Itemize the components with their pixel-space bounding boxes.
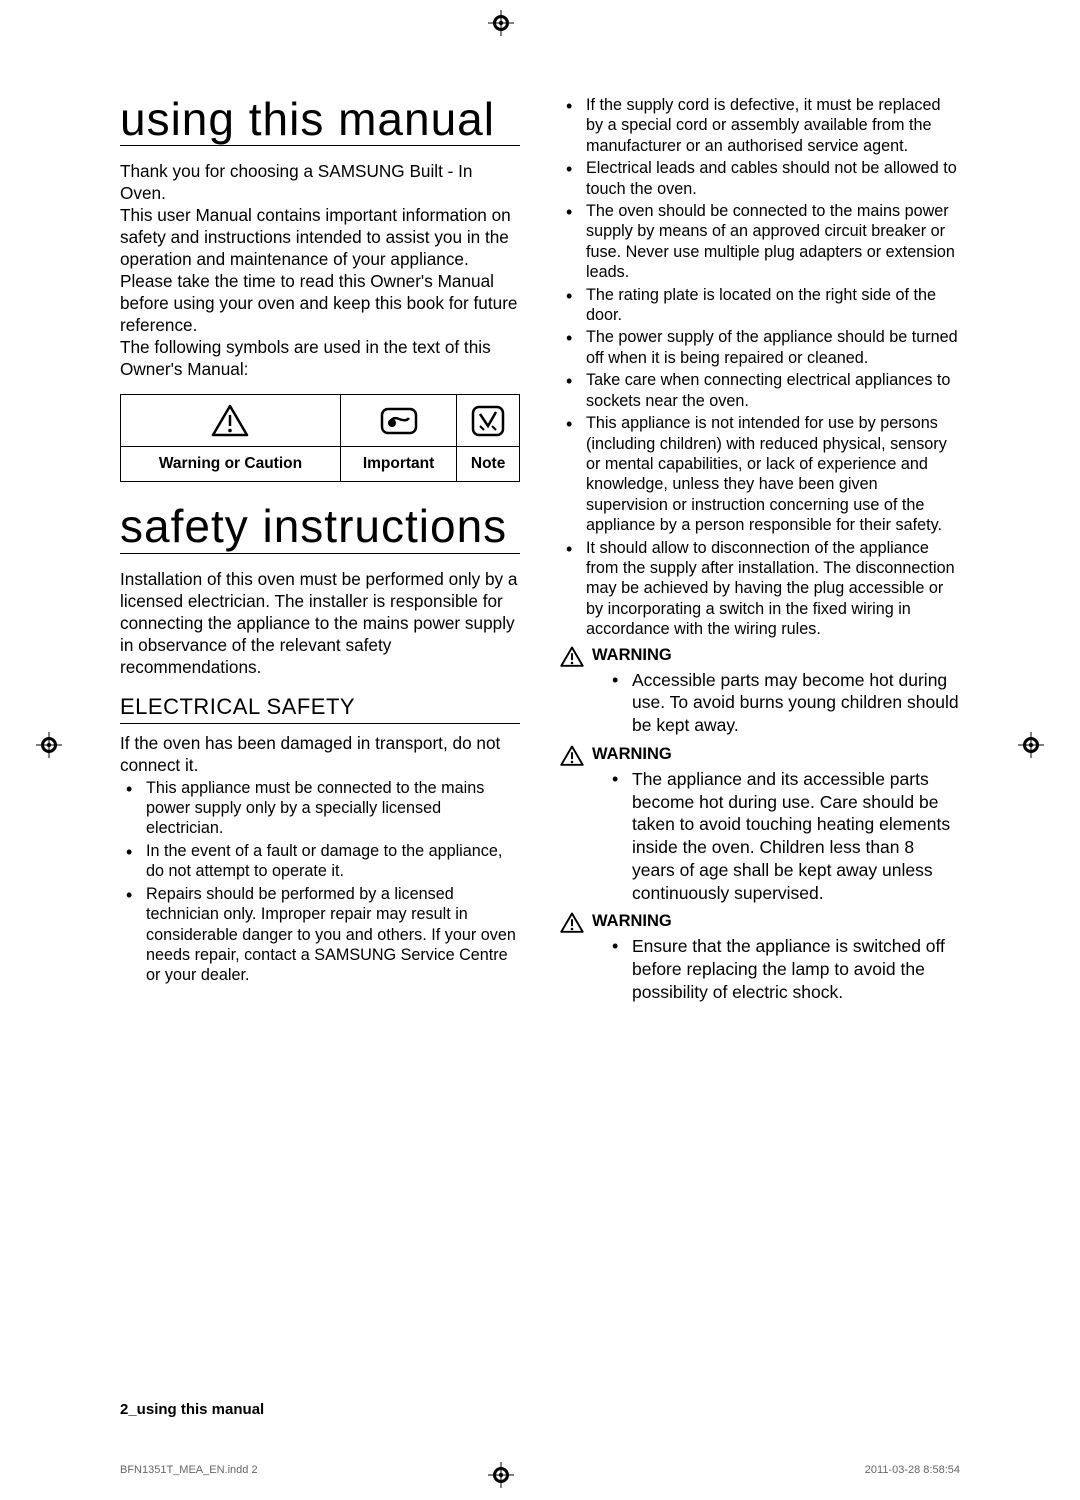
- intro-para: The following symbols are used in the te…: [120, 336, 520, 380]
- warning-block: WARNING Accessible parts may become hot …: [560, 646, 960, 739]
- list-item: The power supply of the appliance should…: [586, 327, 960, 368]
- crop-mark: [52, 1460, 53, 1500]
- right-column: If the supply cord is defective, it must…: [560, 95, 960, 1006]
- symbol-label: Important: [340, 447, 456, 482]
- page-content: using this manual Thank you for choosing…: [120, 95, 960, 1006]
- warning-block: WARNING Ensure that the appliance is swi…: [560, 912, 960, 1005]
- warning-icon: [560, 646, 584, 673]
- heading-safety-instructions: safety instructions: [120, 502, 520, 553]
- intro-para: Please take the time to read this Owner'…: [120, 270, 520, 336]
- list-item: Take care when connecting electrical app…: [586, 370, 960, 411]
- symbol-label: Warning or Caution: [121, 447, 341, 482]
- warning-block: WARNING The appliance and its accessible…: [560, 745, 960, 907]
- print-info-right: 2011-03-28 8:58:54: [865, 1464, 960, 1476]
- note-icon: [457, 395, 520, 447]
- crop-mark: [52, 0, 53, 40]
- registration-mark-icon: [1018, 732, 1044, 758]
- warning-label: WARNING: [592, 912, 960, 931]
- warning-icon: [560, 745, 584, 772]
- list-item: In the event of a fault or damage to the…: [146, 841, 520, 882]
- print-info-left: BFN1351T_MEA_EN.indd 2: [120, 1464, 258, 1476]
- left-column: using this manual Thank you for choosing…: [120, 95, 520, 1006]
- warning-icon: [560, 912, 584, 939]
- electrical-bullets-right: If the supply cord is defective, it must…: [560, 95, 960, 640]
- symbol-label: Note: [457, 447, 520, 482]
- safety-intro: Installation of this oven must be perfor…: [120, 568, 520, 678]
- crop-mark: [980, 0, 981, 40]
- intro-para: This user Manual contains important info…: [120, 204, 520, 270]
- list-item: Repairs should be performed by a license…: [146, 884, 520, 986]
- intro-para: Thank you for choosing a SAMSUNG Built -…: [120, 160, 520, 204]
- list-item: The rating plate is located on the right…: [586, 285, 960, 326]
- warning-label: WARNING: [592, 646, 960, 665]
- list-item: Accessible parts may become hot during u…: [632, 669, 960, 737]
- important-icon: [340, 395, 456, 447]
- registration-mark-icon: [36, 732, 62, 758]
- list-item: It should allow to disconnection of the …: [586, 538, 960, 640]
- list-item: If the supply cord is defective, it must…: [586, 95, 960, 156]
- subheading-electrical-safety: ELECTRICAL SAFETY: [120, 694, 520, 724]
- registration-mark-icon: [488, 1462, 514, 1488]
- list-item: Electrical leads and cables should not b…: [586, 158, 960, 199]
- heading-using-this-manual: using this manual: [120, 95, 520, 146]
- crop-mark: [0, 1448, 40, 1449]
- electrical-bullets-left: This appliance must be connected to the …: [120, 778, 520, 986]
- crop-mark: [0, 50, 40, 51]
- symbols-table: Warning or Caution Important Note: [120, 394, 520, 482]
- registration-mark-icon: [488, 10, 514, 36]
- page-footer: 2_using this manual: [120, 1401, 264, 1418]
- warning-label: WARNING: [592, 745, 960, 764]
- list-item: The appliance and its accessible parts b…: [632, 768, 960, 905]
- list-item: Ensure that the appliance is switched of…: [632, 935, 960, 1003]
- list-item: This appliance must be connected to the …: [146, 778, 520, 839]
- warning-icon: [121, 395, 341, 447]
- list-item: The oven should be connected to the main…: [586, 201, 960, 283]
- list-item: This appliance is not intended for use b…: [586, 413, 960, 535]
- elec-intro: If the oven has been damaged in transpor…: [120, 732, 520, 776]
